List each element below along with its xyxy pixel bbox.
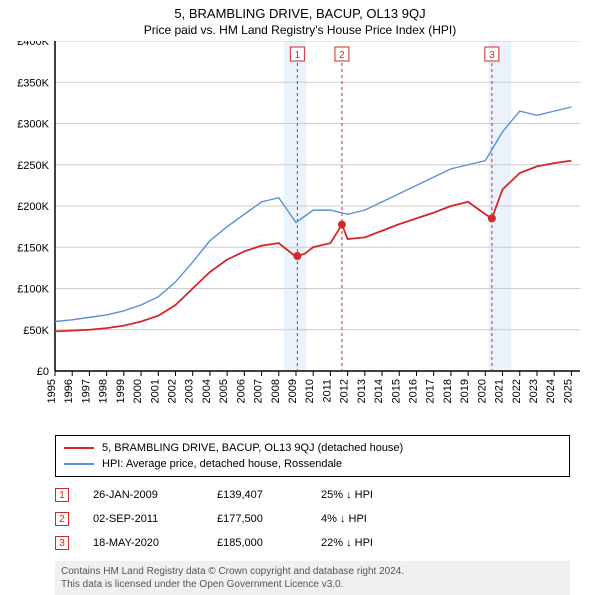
x-tick-label: 2025	[562, 379, 574, 403]
x-tick-label: 2013	[356, 379, 368, 403]
x-tick-label: 2002	[166, 379, 178, 403]
x-tick-label: 2014	[373, 379, 385, 403]
x-tick-label: 2001	[149, 379, 161, 403]
legend-item: 5, BRAMBLING DRIVE, BACUP, OL13 9QJ (det…	[64, 440, 561, 456]
legend-swatch	[64, 447, 94, 449]
event-delta: 22% ↓ HPI	[321, 537, 421, 549]
x-tick-label: 1995	[46, 379, 58, 403]
y-tick-label: £300K	[17, 119, 49, 131]
y-tick-label: £250K	[17, 160, 49, 172]
event-delta: 4% ↓ HPI	[321, 513, 421, 525]
event-price: £185,000	[217, 537, 297, 549]
y-tick-label: £0	[37, 366, 49, 378]
event-row: 3 18-MAY-2020 £185,000 22% ↓ HPI	[55, 531, 570, 555]
y-tick-label: £400K	[17, 41, 49, 48]
x-tick-label: 1997	[80, 379, 92, 403]
event-marker: 1	[55, 488, 69, 502]
event-marker-number: 2	[339, 50, 345, 61]
x-tick-label: 2009	[287, 379, 299, 403]
event-row: 2 02-SEP-2011 £177,500 4% ↓ HPI	[55, 507, 570, 531]
legend: 5, BRAMBLING DRIVE, BACUP, OL13 9QJ (det…	[55, 435, 570, 477]
event-marker-number: 1	[295, 50, 301, 61]
x-tick-label: 2010	[304, 379, 316, 403]
x-tick-label: 2023	[528, 379, 540, 403]
x-tick-label: 2000	[132, 379, 144, 403]
event-delta: 25% ↓ HPI	[321, 489, 421, 501]
chart-container: £0 £50K £100K £150K £200K £250K £300K £350K £400…	[0, 41, 600, 431]
event-date: 18-MAY-2020	[93, 537, 193, 549]
event-date: 26-JAN-2009	[93, 489, 193, 501]
x-tick-label: 2003	[184, 379, 196, 403]
x-tick-label: 2018	[442, 379, 454, 403]
sale-point	[338, 221, 346, 229]
x-tick-label: 2024	[545, 379, 557, 403]
x-tick-label: 2016	[407, 379, 419, 403]
sale-point	[488, 214, 496, 222]
x-tick-label: 2007	[253, 379, 265, 403]
x-tick-label: 2015	[390, 379, 402, 403]
page-subtitle: Price paid vs. HM Land Registry's House …	[0, 21, 600, 41]
x-tick-label: 2012	[339, 379, 351, 403]
x-tick-label: 2011	[321, 379, 333, 403]
events-table: 1 26-JAN-2009 £139,407 25% ↓ HPI 2 02-SEP-201…	[55, 483, 570, 555]
legend-swatch	[64, 463, 94, 465]
legend-item: HPI: Average price, detached house, Ross…	[64, 456, 561, 472]
footer-line2: This data is licensed under the Open Gov…	[61, 578, 564, 591]
line-chart: £0 £50K £100K £150K £200K £250K £300K £350K £400…	[0, 41, 600, 431]
page-title: 5, BRAMBLING DRIVE, BACUP, OL13 9QJ	[0, 0, 600, 21]
x-tick-label: 2019	[459, 379, 471, 403]
y-tick-label: £100K	[17, 284, 49, 296]
footer-line1: Contains HM Land Registry data © Crown c…	[61, 565, 564, 578]
y-tick-label: £50K	[23, 325, 49, 337]
event-marker: 3	[55, 536, 69, 550]
event-price: £177,500	[217, 513, 297, 525]
event-marker-number: 3	[489, 50, 495, 61]
x-tick-label: 2004	[201, 379, 213, 403]
sale-point	[293, 252, 301, 260]
x-tick-label: 2020	[476, 379, 488, 403]
x-tick-label: 2005	[218, 379, 230, 403]
y-tick-label: £200K	[17, 201, 49, 213]
y-tick-label: £350K	[17, 77, 49, 89]
event-row: 1 26-JAN-2009 £139,407 25% ↓ HPI	[55, 483, 570, 507]
x-tick-label: 2006	[235, 379, 247, 403]
x-tick-label: 2021	[494, 379, 506, 403]
x-tick-label: 1999	[115, 379, 127, 403]
legend-label: 5, BRAMBLING DRIVE, BACUP, OL13 9QJ (det…	[102, 442, 403, 454]
x-tick-label: 2022	[511, 379, 523, 403]
y-tick-label: £150K	[17, 242, 49, 254]
x-tick-label: 1998	[98, 379, 110, 403]
event-price: £139,407	[217, 489, 297, 501]
event-date: 02-SEP-2011	[93, 513, 193, 525]
x-tick-label: 1996	[63, 379, 75, 403]
x-tick-label: 2017	[425, 379, 437, 403]
x-tick-label: 2008	[270, 379, 282, 403]
legend-label: HPI: Average price, detached house, Ross…	[102, 458, 342, 470]
event-marker: 2	[55, 512, 69, 526]
